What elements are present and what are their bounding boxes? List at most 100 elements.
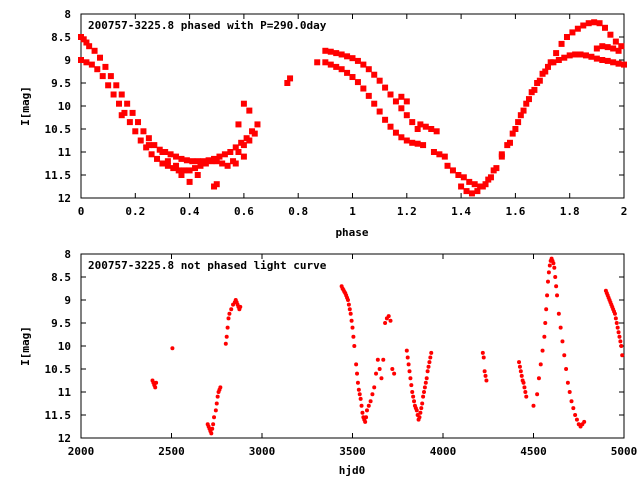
unphased-data-point	[410, 390, 415, 394]
unphased-data-point	[226, 316, 231, 321]
phased-y-tick-label: 12	[58, 192, 71, 205]
phased-data-point	[365, 92, 372, 99]
phased-data-point	[569, 29, 576, 36]
phased-data-point	[178, 155, 185, 162]
unphased-data-point	[364, 415, 369, 420]
phased-data-point	[544, 63, 551, 70]
unphased-data-point	[414, 408, 419, 413]
unphased-data-point	[546, 270, 551, 275]
unphased-data-point	[535, 392, 540, 397]
phased-data-point	[512, 126, 519, 132]
phased-data-point	[154, 155, 161, 162]
phased-data-point	[599, 57, 606, 63]
unphased-data-point	[424, 376, 429, 381]
phased-data-point	[83, 59, 90, 66]
unphased-data-point	[545, 293, 550, 298]
unphased-data-point	[372, 385, 377, 390]
unphased-y-tick-label: 11.5	[45, 409, 72, 422]
phased-data-point	[593, 55, 600, 62]
unphased-data-point	[481, 355, 486, 360]
phased-data-point	[159, 160, 166, 167]
unphased-data-point	[404, 348, 409, 353]
unphased-data-point	[582, 419, 587, 424]
unphased-data-point	[349, 318, 354, 323]
unphased-data-point	[419, 406, 424, 411]
phased-data-point	[574, 25, 581, 32]
unphased-data-point	[517, 360, 522, 365]
phased-data-point	[78, 57, 84, 63]
phased-data-point	[194, 158, 201, 165]
unphased-data-point	[408, 376, 413, 381]
phased-data-point	[338, 66, 345, 73]
phased-data-point	[240, 153, 247, 160]
unphased-data-point	[351, 334, 356, 339]
unphased-x-tick-label: 5000	[611, 445, 638, 458]
unphased-y-tick-label: 9.5	[51, 317, 71, 330]
unphased-x-tick-label: 3000	[249, 445, 276, 458]
phased-data-points	[78, 19, 627, 197]
phased-data-point	[612, 38, 619, 45]
phased-data-point	[354, 79, 361, 86]
unphased-data-point	[347, 307, 352, 312]
phased-y-tick-label: 8.5	[51, 31, 71, 44]
phased-data-point	[460, 174, 467, 181]
unphased-data-point	[356, 387, 361, 392]
phased-data-point	[246, 137, 253, 144]
unphased-data-point	[357, 392, 362, 397]
phased-data-point	[558, 40, 565, 47]
phased-data-point	[173, 162, 180, 169]
phased-data-point	[441, 153, 448, 160]
unphased-data-point	[543, 321, 548, 325]
phased-data-point	[235, 149, 242, 155]
phased-chart-title: 200757-3225.8 phased with P=290.0day	[88, 19, 327, 32]
phased-data-point	[449, 167, 456, 174]
phased-data-point	[183, 157, 190, 164]
unphased-y-tick-label: 8	[64, 248, 71, 261]
phased-data-point	[528, 89, 535, 96]
phased-y-axis-label: I[mag]	[19, 86, 32, 126]
unphased-data-point	[383, 321, 388, 325]
phased-data-point	[387, 123, 394, 130]
unphased-data-point	[618, 339, 623, 344]
unphased-data-point	[536, 376, 541, 381]
unphased-data-point	[170, 346, 175, 351]
unphased-data-point	[348, 311, 353, 316]
phased-data-point	[232, 144, 239, 151]
phased-data-point	[173, 153, 180, 160]
phased-data-point	[610, 59, 617, 66]
phased-data-point	[110, 91, 117, 98]
unphased-data-point	[420, 401, 425, 406]
unphased-data-point	[482, 369, 487, 374]
unphased-data-point	[519, 373, 524, 378]
unphased-data-point	[379, 376, 384, 381]
unphased-chart-title: 200757-3225.8 not phased light curve	[88, 259, 327, 272]
unphased-data-point	[531, 403, 536, 408]
unphased-axis-ticks: 2000 2500 3000 3500 4000 4500 5000 8 8.5 9 9.5 10 10…	[45, 248, 638, 458]
unphased-data-point	[211, 422, 216, 427]
phased-data-point	[534, 80, 541, 86]
phased-data-point	[140, 128, 147, 135]
phased-data-point	[94, 66, 101, 73]
unphased-data-point	[223, 341, 228, 346]
phased-data-point	[515, 119, 522, 126]
unphased-data-point	[620, 353, 625, 358]
unphased-data-point	[614, 321, 619, 325]
unphased-data-point	[377, 367, 382, 371]
phased-data-point	[107, 73, 114, 80]
phased-data-point	[137, 137, 144, 144]
phased-data-point	[314, 59, 321, 66]
phased-data-point	[360, 85, 367, 92]
phased-data-point	[471, 181, 478, 188]
unphased-data-point	[407, 369, 412, 374]
unphased-data-point	[567, 390, 572, 394]
unphased-data-point	[521, 380, 526, 385]
phased-data-point	[284, 80, 291, 86]
phased-y-tick-label: 10	[58, 100, 71, 113]
phased-data-point	[444, 162, 451, 169]
phased-data-point	[216, 153, 223, 160]
phased-data-point	[189, 158, 196, 165]
unphased-data-point	[381, 357, 386, 362]
phased-data-point	[553, 50, 560, 57]
phased-data-point	[414, 140, 421, 147]
